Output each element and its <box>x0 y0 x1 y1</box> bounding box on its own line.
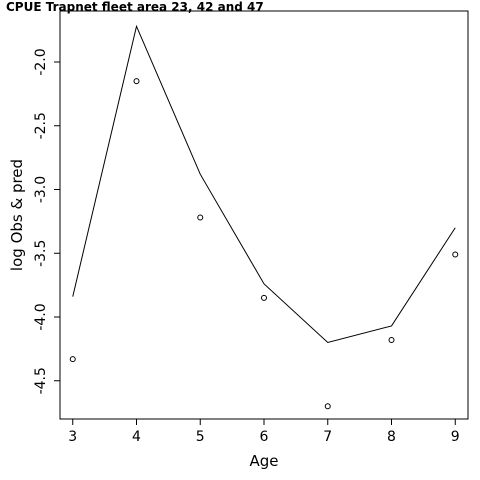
y-tick-label: -4.5 <box>33 367 49 394</box>
y-tick-label: -3.0 <box>33 176 49 203</box>
chart-title: CPUE Trapnet fleet area 23, 42 and 47 <box>6 0 264 14</box>
y-tick-label: -2.0 <box>33 48 49 75</box>
y-tick-label: -3.5 <box>33 240 49 267</box>
y-tick-label: -2.5 <box>33 112 49 139</box>
series-layer <box>69 24 459 410</box>
x-tick-label: 5 <box>196 429 205 445</box>
y-axis: -4.5 -4.0 -3.5 -3.0 -2.5 -2.0 <box>33 48 60 394</box>
x-tick-label: 6 <box>260 429 269 445</box>
x-tick-label: 3 <box>68 429 77 445</box>
plot-frame <box>59 10 469 420</box>
obs-point <box>69 356 76 363</box>
x-tick-label: 9 <box>451 429 460 445</box>
obs-point <box>133 78 140 85</box>
x-axis-label: Age <box>249 452 278 470</box>
obs-point <box>261 294 267 301</box>
x-tick-label: 8 <box>387 429 396 445</box>
x-tick-label: 4 <box>132 429 141 445</box>
x-tick-label: 7 <box>323 429 332 445</box>
obs-point <box>388 336 395 343</box>
y-tick-label: -4.0 <box>33 303 49 330</box>
x-axis: 3 4 5 6 7 8 9 <box>68 419 460 445</box>
obs-point <box>324 403 331 410</box>
y-axis-label: log Obs & pred <box>8 159 26 271</box>
pred-line <box>72 24 456 344</box>
obs-point <box>452 251 459 258</box>
obs-point <box>197 214 204 221</box>
